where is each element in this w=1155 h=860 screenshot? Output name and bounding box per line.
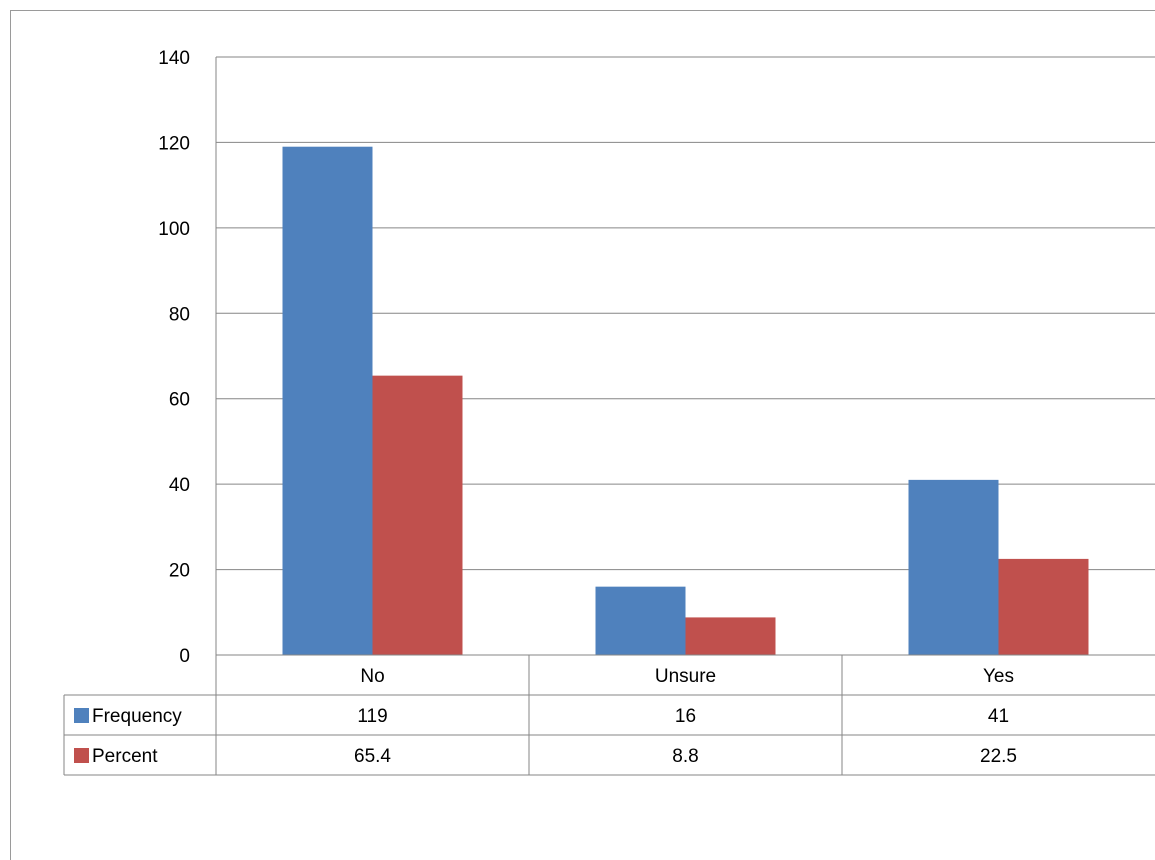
chart-frame <box>10 10 1155 860</box>
bar-percent-unsure <box>685 617 776 655</box>
y-tick-label: 60 <box>169 390 190 411</box>
data-table-value: 16 <box>675 706 696 727</box>
y-tick-label: 80 <box>169 304 190 325</box>
x-category-label: Yes <box>983 666 1014 687</box>
data-table-value: 22.5 <box>980 746 1017 767</box>
y-tick-label: 140 <box>158 48 190 69</box>
y-tick-label: 0 <box>179 646 190 667</box>
bar-percent-yes <box>998 558 1089 655</box>
legend-key-frequency <box>74 708 89 723</box>
y-tick-label: 120 <box>158 133 190 154</box>
bar-percent-no <box>372 375 463 655</box>
legend-key-percent <box>74 748 89 763</box>
x-category-label: Unsure <box>655 666 716 687</box>
data-table-value: 119 <box>357 706 387 727</box>
data-table-value: 41 <box>988 706 1009 727</box>
y-tick-label: 20 <box>169 561 190 582</box>
bar-frequency-unsure <box>595 586 686 655</box>
data-table-value: 65.4 <box>354 746 391 767</box>
data-table-value: 8.8 <box>672 746 698 767</box>
y-tick-label: 40 <box>169 475 190 496</box>
legend-label: Frequency <box>92 706 182 727</box>
bar-frequency-yes <box>908 479 999 655</box>
y-tick-label: 100 <box>158 219 190 240</box>
x-category-label: No <box>360 666 384 687</box>
legend-label: Percent <box>92 746 158 767</box>
bar-frequency-no <box>282 146 373 655</box>
